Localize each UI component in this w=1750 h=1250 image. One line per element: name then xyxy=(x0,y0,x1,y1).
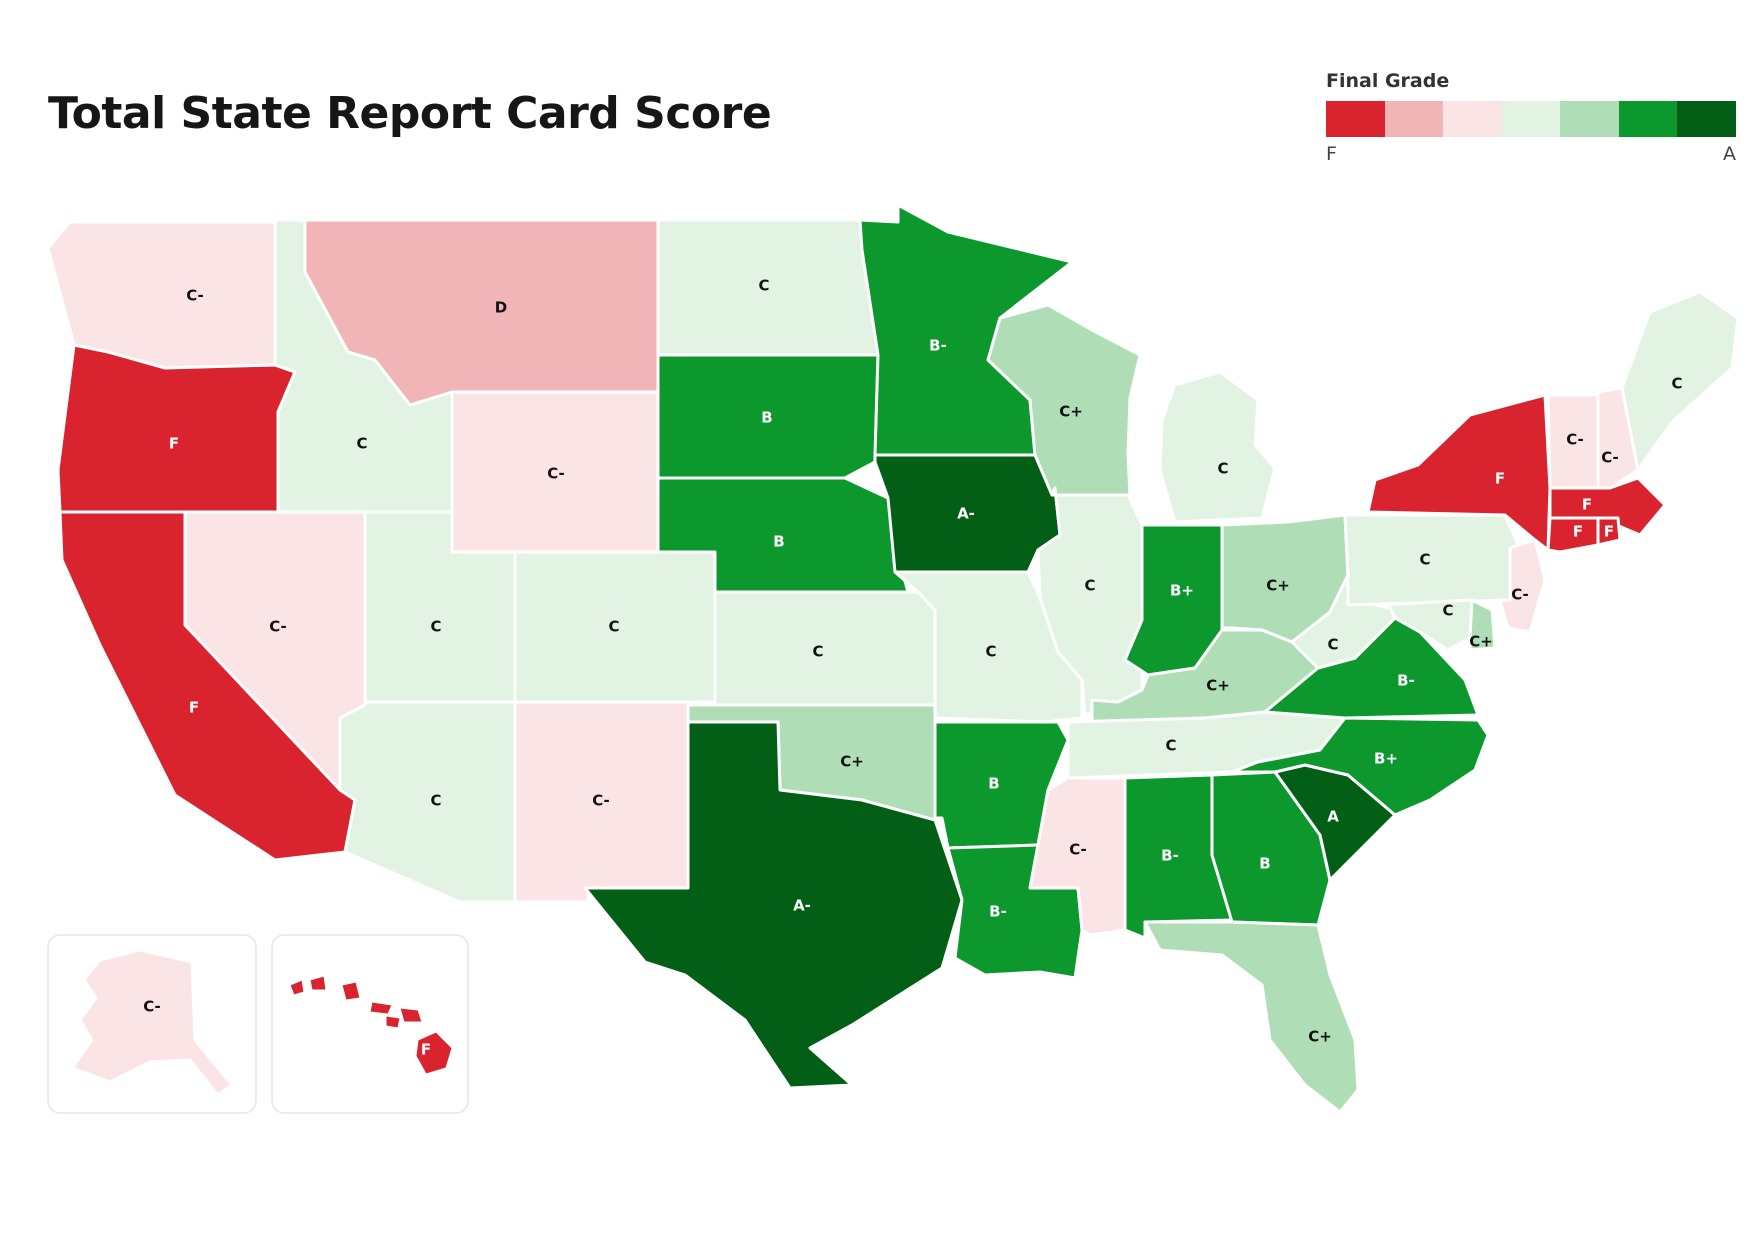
grade-label-ne: B xyxy=(773,533,784,551)
grade-label-vt: C- xyxy=(1566,431,1584,449)
grade-label-ca: F xyxy=(189,699,199,717)
grade-label-az: C xyxy=(430,792,441,810)
legend-low-label: F xyxy=(1326,143,1337,165)
grade-label-hi: F xyxy=(421,1041,431,1059)
grade-label-ny: F xyxy=(1495,470,1505,488)
state-missouri[interactable] xyxy=(893,570,1084,724)
legend-high-label: A xyxy=(1723,143,1736,165)
grade-label-de: C+ xyxy=(1469,633,1493,651)
state-pennsylvania[interactable] xyxy=(1343,513,1520,607)
state-south-dakota[interactable] xyxy=(656,353,880,480)
grade-label-wy: C- xyxy=(547,465,565,483)
grade-label-ky: C+ xyxy=(1206,677,1230,695)
grade-label-wa: C- xyxy=(186,287,204,305)
grade-label-nm: C- xyxy=(592,792,610,810)
grade-label-md: C xyxy=(1442,602,1453,620)
grade-label-id: C xyxy=(356,435,367,453)
state-maine[interactable] xyxy=(1620,290,1740,472)
grade-label-il: C xyxy=(1084,577,1095,595)
grade-label-mi: C xyxy=(1217,460,1228,478)
grade-label-tx: A- xyxy=(793,897,811,915)
grade-label-ga: B xyxy=(1259,855,1270,873)
legend: Final Grade F A xyxy=(1326,70,1737,165)
legend-swatch-1 xyxy=(1326,101,1385,137)
grade-label-me: C xyxy=(1671,375,1682,393)
grade-label-sd: B xyxy=(761,409,772,427)
grade-label-ia: A- xyxy=(957,505,975,523)
state-florida[interactable] xyxy=(1143,920,1360,1114)
grade-label-tn: C xyxy=(1165,737,1176,755)
hawaii-inset-box xyxy=(271,934,469,1114)
state-alaska[interactable] xyxy=(70,948,234,1097)
grade-label-ok: C+ xyxy=(840,753,864,771)
grade-label-nd: C xyxy=(758,277,769,295)
state-oregon[interactable] xyxy=(56,343,297,514)
map-title: Total State Report Card Score xyxy=(48,88,772,139)
state-mississippi[interactable] xyxy=(1028,776,1127,937)
grade-label-nj: C- xyxy=(1511,586,1529,604)
state-delaware[interactable] xyxy=(1468,598,1497,652)
grade-label-ms: C- xyxy=(1069,841,1087,859)
state-new-hampshire[interactable] xyxy=(1596,386,1640,490)
grade-label-or: F xyxy=(169,435,179,453)
grade-label-al: B- xyxy=(1161,847,1179,865)
grade-label-ma: F xyxy=(1582,496,1592,514)
grade-label-ri: F xyxy=(1604,523,1614,541)
state-michigan[interactable] xyxy=(1158,370,1277,524)
state-arizona[interactable] xyxy=(338,700,517,904)
grade-label-pa: C xyxy=(1419,551,1430,569)
grade-label-in: B+ xyxy=(1170,582,1194,600)
grade-label-wi: C+ xyxy=(1059,403,1083,421)
grade-label-co: C xyxy=(608,618,619,636)
grade-label-ct: F xyxy=(1573,523,1583,541)
grade-label-ks: C xyxy=(812,643,823,661)
state-new-jersey[interactable] xyxy=(1498,538,1547,634)
state-texas[interactable] xyxy=(583,720,964,1090)
state-wisconsin[interactable] xyxy=(986,303,1142,497)
legend-color-scale xyxy=(1326,101,1737,137)
grade-label-nh: C- xyxy=(1601,449,1619,467)
grade-label-oh: C+ xyxy=(1266,577,1290,595)
legend-swatch-2 xyxy=(1384,101,1444,137)
grade-label-sc: A xyxy=(1327,808,1339,826)
grade-label-mo: C xyxy=(985,643,996,661)
state-kansas[interactable] xyxy=(713,590,937,707)
legend-swatch-7 xyxy=(1677,101,1737,137)
grade-label-mn: B- xyxy=(929,337,947,355)
grade-label-va: B- xyxy=(1397,672,1415,690)
grade-label-wv: C xyxy=(1327,636,1338,654)
state-rhode-island[interactable] xyxy=(1596,516,1622,547)
grade-label-ak: C- xyxy=(143,998,161,1016)
grade-label-ar: B xyxy=(988,775,999,793)
state-connecticut[interactable] xyxy=(1546,516,1600,554)
legend-swatch-5 xyxy=(1560,101,1619,137)
grade-label-nv: C- xyxy=(269,618,287,636)
legend-title: Final Grade xyxy=(1326,70,1450,92)
grade-label-ut: C xyxy=(430,618,441,636)
legend-swatch-3 xyxy=(1443,101,1502,137)
state-hawaii[interactable] xyxy=(289,975,453,1075)
legend-swatch-6 xyxy=(1618,101,1678,137)
legend-swatch-4 xyxy=(1501,101,1561,137)
grade-label-mt: D xyxy=(495,299,507,317)
grade-label-fl: C+ xyxy=(1308,1028,1332,1046)
grade-label-nc: B+ xyxy=(1374,750,1398,768)
grade-label-la: B- xyxy=(989,903,1007,921)
